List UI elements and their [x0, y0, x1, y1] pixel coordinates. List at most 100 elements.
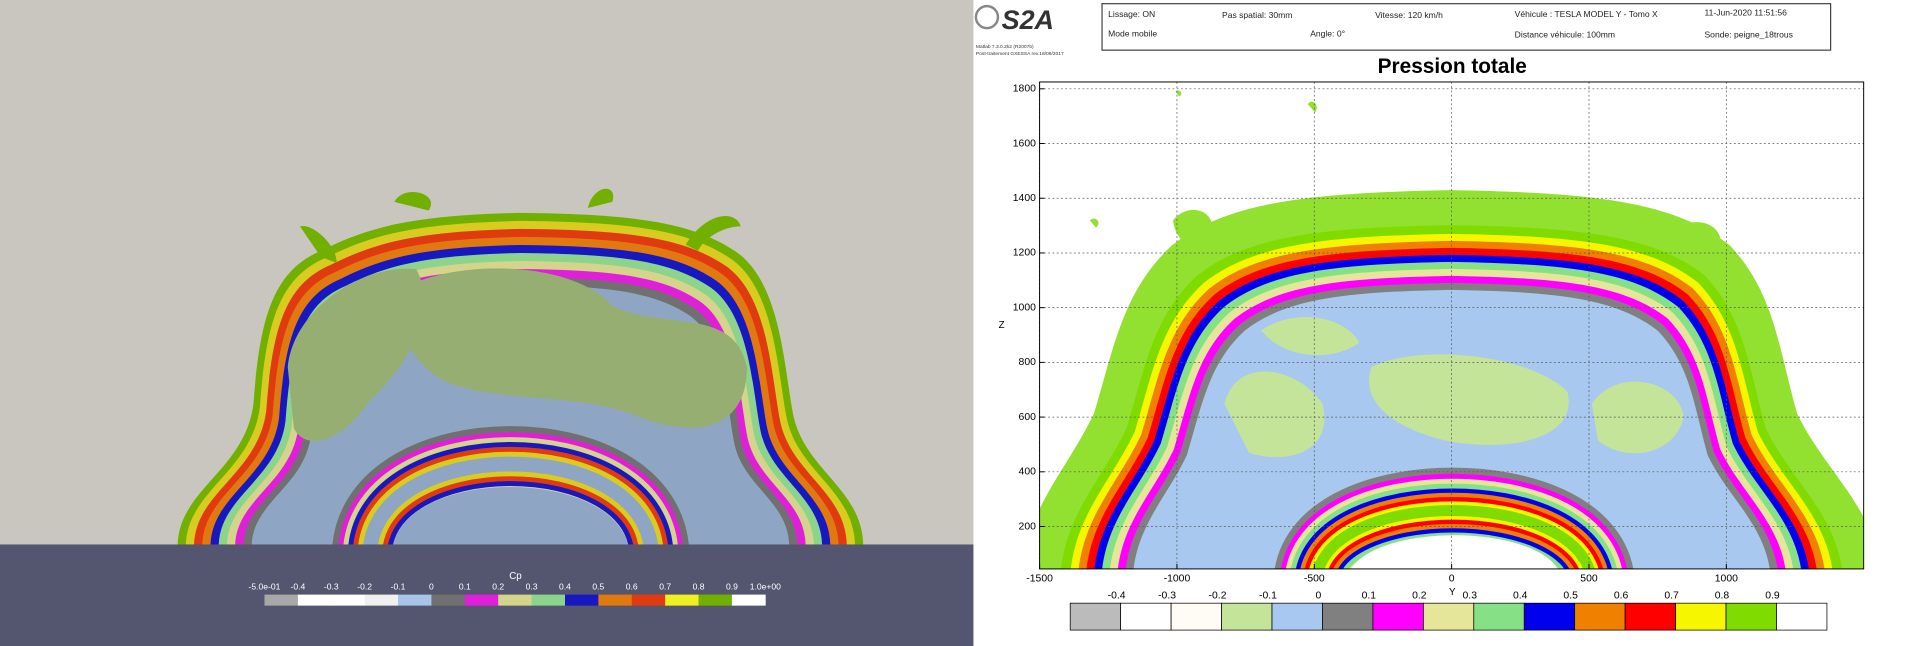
right-colorbar: -0.4 -0.3 -0.2 -0.1 0 0.1 0.2 0.3 0.4 0.5 0.6 0.7 0.… [1069, 591, 1828, 631]
y-tick-label: 600 [1019, 412, 1037, 423]
colorbar-label: 0 [1316, 591, 1322, 602]
contour-ear [685, 216, 741, 251]
contour-ear [394, 192, 432, 211]
arch-band [363, 456, 658, 545]
colorbar-label: -0.1 [1259, 591, 1277, 602]
y-tick-label: 1600 [1013, 138, 1036, 149]
y-tick-label: 1200 [1013, 248, 1036, 259]
colorbar-label: 0.4 [1513, 591, 1528, 602]
colorbar-title: Cp [509, 571, 522, 582]
colorbar-label: 0.6 [626, 582, 638, 592]
colorbar-label: 0.8 [693, 582, 705, 592]
header-field: Distance véhicule: 100mm [1515, 30, 1615, 40]
x-tick-label: 500 [1580, 573, 1598, 584]
left-contour [177, 188, 864, 545]
colorbar-swatch [598, 594, 633, 606]
colorbar-label: 0.1 [459, 582, 471, 592]
x-tick-label: 0 [1449, 573, 1455, 584]
colorbar-label: 0.7 [1664, 591, 1679, 602]
header-field: Angle: 0° [1310, 29, 1345, 39]
plot-frame [1039, 81, 1865, 570]
y-tick-label: 1400 [1013, 193, 1036, 204]
axes: -1500 -1000 -500 0 500 1000 200 400 600 800 1000 12… [1013, 81, 1864, 584]
contour-blob [1089, 218, 1099, 228]
colorbar-label: 0.6 [1614, 591, 1629, 602]
colorbar-swatch [531, 594, 566, 606]
colorbar-label: 0 [429, 582, 434, 592]
colorbar-swatch [498, 594, 532, 606]
colorbar-label: 0.4 [559, 582, 571, 592]
colorbar-swatch [1422, 602, 1475, 631]
header-field: Sonde: peigne_18trous [1704, 30, 1792, 40]
header-fields: Lissage: ON Pas spatial: 30mm Vitesse: 1… [1108, 8, 1793, 40]
colorbar-label: -0.3 [1158, 591, 1176, 602]
colorbar-label: -0.2 [1209, 591, 1227, 602]
postprocessing-text: Post-traitement GXESSA rev.18/09/2017 [976, 51, 1064, 57]
y-tick-label: 200 [1019, 521, 1037, 532]
contour-patch [1224, 371, 1325, 458]
colorbar-swatch [1523, 602, 1576, 631]
colorbar-swatch [331, 594, 366, 606]
colorbar-swatch [1170, 602, 1222, 631]
y-axis-label: Z [999, 320, 1005, 331]
colorbar-swatch [1624, 602, 1676, 631]
y-tick-label: 1000 [1013, 302, 1036, 313]
colorbar-swatch [564, 594, 599, 606]
header-field: Véhicule : TESLA MODEL Y - Tomo X [1515, 9, 1658, 19]
colorbar-label: 0.7 [659, 582, 671, 592]
colorbar-label: -0.2 [357, 582, 372, 592]
colorbar-swatch [1675, 602, 1727, 631]
logo: S2A Matlab 7.3.0.2k2 (R2007b) Post-trait… [974, 4, 1064, 57]
colorbar-label: 0.5 [1563, 591, 1578, 602]
colorbar-swatch [1372, 602, 1424, 631]
colorbar-label: 0.2 [1412, 591, 1427, 602]
colorbar-label: -0.1 [391, 582, 406, 592]
left-colorbar: -5.0e-01 -0.4 -0.3 -0.2 -0.1 0 0.1 0.2 0.3 0.4 0.5… [249, 582, 781, 606]
colorbar-swatch [731, 594, 766, 606]
x-tick-label: -1000 [1164, 573, 1191, 584]
colorbar-swatch [398, 594, 432, 606]
colorbar-swatch [698, 594, 733, 606]
colorbar-label: 0.3 [526, 582, 538, 592]
colorbar-swatch [1725, 602, 1777, 631]
colorbar-swatch [1776, 602, 1828, 631]
colorbar-swatch [1069, 602, 1122, 631]
plot-title: Pression totale [1378, 55, 1527, 78]
contour-blob [1340, 200, 1367, 227]
colorbar-label: 0.1 [1362, 591, 1377, 602]
software-text: Matlab 7.3.0.2k2 (R2007b) [976, 44, 1034, 50]
colorbar-swatch [665, 594, 699, 606]
arch-band [1313, 504, 1595, 569]
contour-patch [287, 268, 425, 441]
colorbar-swatch [1322, 602, 1374, 631]
colorbar-label: 0.5 [592, 582, 604, 592]
arch-core [393, 487, 628, 545]
y-tick-label: 800 [1019, 357, 1037, 368]
y-tick-label: 400 [1019, 467, 1037, 478]
contour-blob [1173, 209, 1214, 248]
colorbar-label: -5.0e-01 [249, 582, 281, 592]
colorbar-label: 0.9 [726, 582, 738, 592]
y-tick-label: 1800 [1013, 84, 1036, 95]
colorbar-swatch [264, 594, 299, 606]
colorbar-swatch [1574, 602, 1626, 631]
colorbar-label: 0.2 [492, 582, 504, 592]
colorbar-swatch [631, 594, 666, 606]
x-tick-label: -1500 [1026, 573, 1053, 584]
x-tick-label: 1000 [1715, 573, 1738, 584]
colorbar-label: -0.3 [324, 582, 339, 592]
header-field: Mode mobile [1108, 29, 1157, 39]
colorbar-swatch [1271, 602, 1323, 631]
colorbar-label: 1.0e+00 [750, 582, 781, 592]
colorbar-swatch [1221, 602, 1273, 631]
colorbar-label: 0.8 [1715, 591, 1730, 602]
contour-blob [1671, 222, 1722, 257]
colorbar-label: -0.4 [291, 582, 306, 592]
contour-patch [1369, 354, 1569, 445]
colorbar-swatch [1473, 602, 1525, 631]
colorbar-swatch [464, 594, 499, 606]
arch-core [1351, 535, 1558, 569]
contour-ear [300, 225, 337, 264]
contour-patch [399, 268, 747, 428]
